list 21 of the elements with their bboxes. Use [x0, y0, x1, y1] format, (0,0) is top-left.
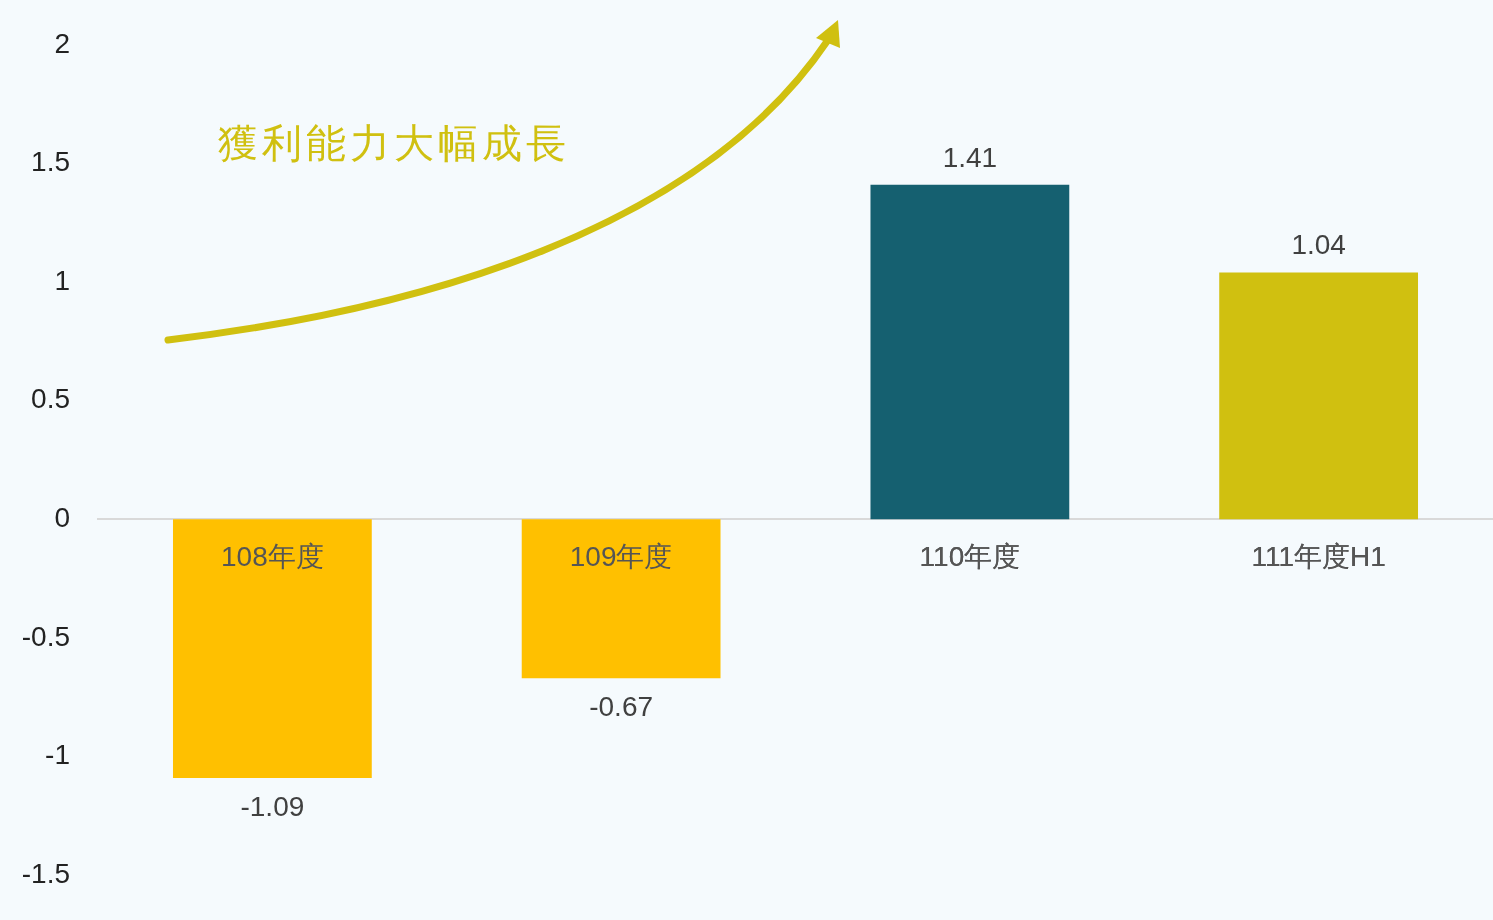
y-tick-label: 1 — [54, 264, 70, 296]
x-tick-label: 108年度 — [221, 540, 324, 572]
y-tick-label: 2 — [54, 27, 70, 59]
data-label: 1.04 — [1291, 229, 1346, 261]
annotation: 獲利能力大幅成長 — [218, 119, 570, 168]
y-tick-label: 0.5 — [31, 383, 70, 415]
bar — [172, 519, 372, 778]
y-tick-label: -1.5 — [21, 857, 70, 889]
bar — [1219, 272, 1419, 520]
bar — [870, 184, 1070, 520]
y-tick-label: 0 — [54, 502, 70, 534]
y-tick-label: -1 — [45, 739, 70, 771]
y-tick-label: 1.5 — [31, 146, 70, 178]
data-label: 1.41 — [942, 141, 998, 173]
y-tick-label: -0.5 — [21, 620, 70, 652]
bar — [521, 519, 721, 679]
x-tick-label: 110年度 — [919, 540, 1021, 572]
data-label: -1.09 — [240, 790, 305, 822]
x-tick-label: 109年度 — [569, 540, 673, 572]
x-tick-label: 111年度H1 — [1251, 540, 1386, 572]
data-label: -0.67 — [589, 691, 654, 722]
